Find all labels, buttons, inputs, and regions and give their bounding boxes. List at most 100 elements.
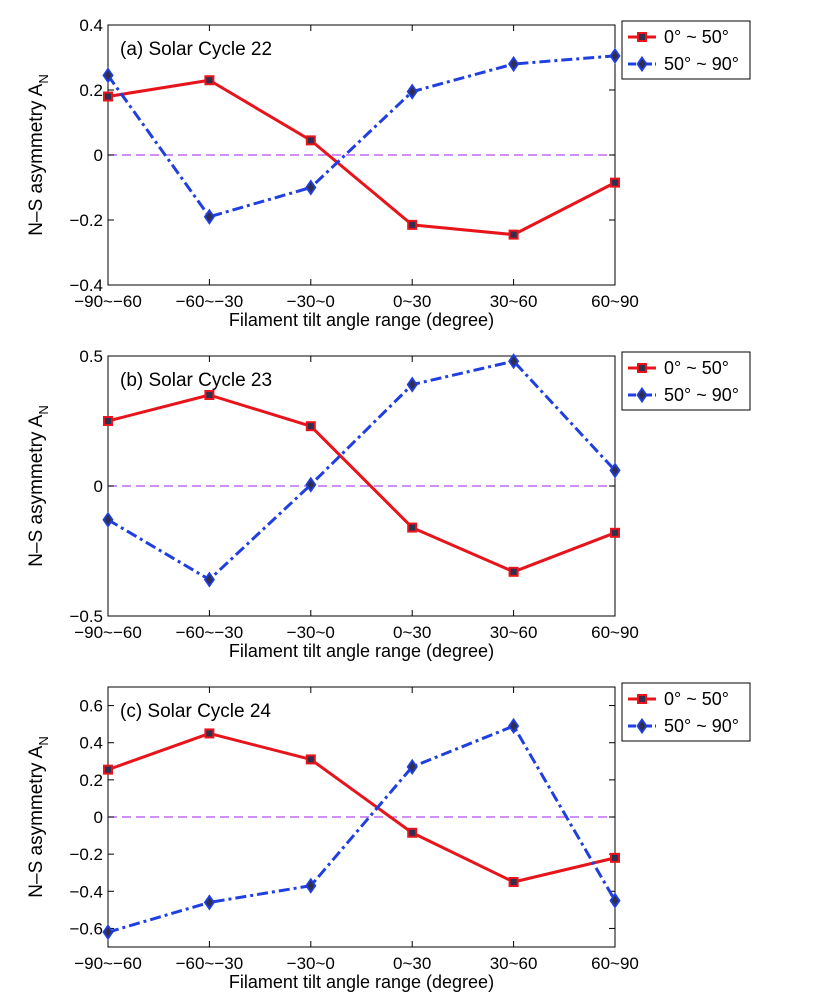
data-point — [102, 924, 114, 941]
data-point — [609, 462, 621, 479]
y-tick-label: −0.4 — [69, 882, 103, 901]
panel-2: −0.5 0 0.5 −90~−60 −60~−30 −30~0 0~30 30~60 60~9… — [26, 347, 751, 661]
data-point — [305, 135, 316, 146]
y-tick-label: 0 — [94, 477, 103, 496]
data-point — [508, 353, 520, 370]
x-tick-label: 60~90 — [591, 292, 639, 311]
data-point — [103, 416, 113, 426]
data-point — [508, 229, 519, 240]
legend-label: 0° ~ 50° — [664, 689, 729, 709]
y-tick-label: 0 — [94, 808, 103, 827]
data-point — [305, 476, 317, 493]
x-tick-label: −90~−60 — [74, 292, 142, 311]
panel-title: (a) Solar Cycle 22 — [120, 39, 272, 60]
y-tick-label: −0.4 — [69, 276, 103, 295]
series-line-1 — [107, 731, 616, 884]
x-tick-label: 60~90 — [591, 954, 639, 973]
x-tick-label: −60~−30 — [176, 623, 244, 642]
data-point — [305, 877, 317, 894]
legend: 0° ~ 50° 50° ~ 90° — [621, 682, 751, 742]
legend-marker — [636, 386, 648, 404]
legend-label: 0° ~ 50° — [664, 358, 729, 378]
x-tick-label: −60~−30 — [176, 292, 244, 311]
legend-marker — [637, 363, 647, 373]
data-point — [407, 219, 418, 230]
y-axis-label: N–S asymmetry AN — [26, 74, 51, 235]
data-point — [610, 177, 620, 188]
data-point — [508, 55, 520, 73]
x-axis-label: Filament tilt angle range (degree) — [229, 310, 494, 330]
x-axis-label: Filament tilt angle range (degree) — [229, 972, 494, 992]
x-tick-label: 0~30 — [393, 954, 431, 973]
data-point — [305, 179, 317, 196]
data-point — [102, 511, 114, 528]
legend-marker — [636, 55, 648, 73]
series-line-1 — [107, 78, 616, 237]
y-tick-label: 0.2 — [79, 81, 103, 100]
legend-label: 50° ~ 90° — [664, 54, 739, 74]
data-point — [305, 754, 316, 765]
data-point — [508, 566, 519, 577]
legend: 0° ~ 50° 50° ~ 90° — [621, 351, 751, 411]
x-tick-label: 30~60 — [490, 623, 538, 642]
legend-marker — [637, 32, 647, 42]
legend-marker — [636, 717, 648, 735]
data-point — [610, 852, 620, 863]
data-point — [203, 894, 215, 911]
panel-title: (b) Solar Cycle 23 — [120, 370, 272, 391]
x-tick-label: −30~0 — [287, 292, 335, 311]
panel-title: (c) Solar Cycle 24 — [120, 701, 271, 722]
y-tick-label: 0.2 — [79, 771, 103, 790]
data-point — [508, 877, 519, 887]
data-point — [610, 527, 620, 538]
panel-1: −0.4 −0.2 0 0.2 0.4 −90~−60 −60~−30 −30~0 0~30 30… — [26, 16, 751, 330]
panel-3: −0.6 −0.4 −0.2 0 0.2 0.4 0.6 −90~−60 −60~−30 −30~… — [26, 682, 751, 992]
x-tick-label: −30~0 — [287, 954, 335, 973]
x-tick-label: 30~60 — [490, 954, 538, 973]
x-tick-label: −60~−30 — [176, 954, 244, 973]
y-axis-label: N–S asymmetry AN — [26, 405, 51, 566]
series-line-2 — [107, 724, 617, 934]
x-tick-label: −90~−60 — [74, 954, 142, 973]
data-point — [609, 892, 621, 909]
data-point — [407, 522, 418, 533]
y-tick-label: 0.6 — [79, 697, 103, 716]
data-point — [406, 376, 418, 393]
data-point — [305, 421, 316, 432]
data-point — [406, 758, 418, 775]
x-tick-label: 0~30 — [393, 292, 431, 311]
x-tick-label: −90~−60 — [74, 623, 142, 642]
x-axis-label: Filament tilt angle range (degree) — [229, 641, 494, 661]
y-tick-label: −0.5 — [69, 607, 103, 626]
y-tick-label: 0.4 — [79, 16, 103, 35]
data-point — [508, 717, 520, 735]
data-point — [407, 827, 418, 838]
data-point — [204, 390, 215, 400]
data-point — [102, 67, 114, 84]
series-line-2 — [107, 359, 617, 582]
y-tick-label: 0.4 — [79, 734, 103, 753]
data-point — [609, 47, 621, 64]
x-tick-label: 30~60 — [490, 292, 538, 311]
data-point — [204, 728, 215, 739]
data-point — [103, 91, 113, 102]
data-point — [103, 764, 113, 775]
data-point — [406, 83, 418, 100]
y-tick-label: −0.2 — [69, 211, 103, 230]
legend-label: 0° ~ 50° — [664, 27, 729, 47]
y-tick-label: −0.6 — [69, 919, 103, 938]
legend: 0° ~ 50° 50° ~ 90° — [621, 20, 751, 80]
y-tick-label: 0 — [94, 146, 103, 165]
series-line-1 — [107, 393, 616, 574]
y-axis-label: N–S asymmetry AN — [26, 736, 51, 897]
x-tick-label: 0~30 — [393, 623, 431, 642]
legend-label: 50° ~ 90° — [664, 716, 739, 736]
data-point — [203, 571, 215, 588]
data-point — [203, 208, 215, 225]
y-tick-label: 0.5 — [79, 347, 103, 366]
legend-marker — [637, 694, 647, 704]
y-tick-label: −0.2 — [69, 845, 103, 864]
data-point — [204, 75, 215, 86]
legend-label: 50° ~ 90° — [664, 385, 739, 405]
